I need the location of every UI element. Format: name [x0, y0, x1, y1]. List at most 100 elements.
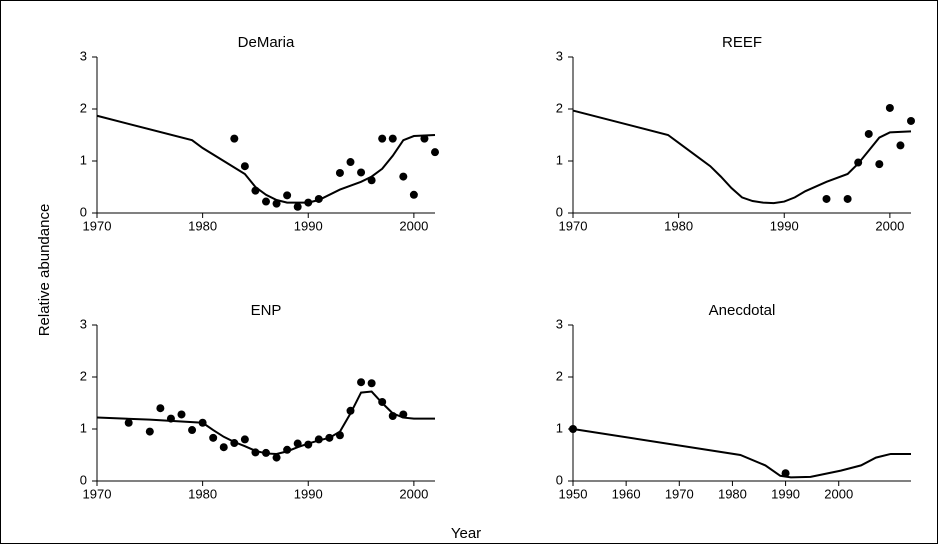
- x-tick-label: 1970: [665, 486, 694, 501]
- data-point: [304, 440, 313, 449]
- data-point: [875, 160, 884, 169]
- x-tick-label: 1970: [83, 218, 112, 233]
- x-tick-label: 1990: [294, 486, 323, 501]
- data-point: [230, 134, 239, 143]
- x-tick-label: 2000: [399, 218, 428, 233]
- x-tick-label: 1970: [83, 486, 112, 501]
- data-point: [283, 445, 292, 454]
- data-point: [357, 378, 366, 387]
- y-tick-label: 2: [80, 100, 87, 115]
- data-point: [293, 439, 302, 448]
- data-point: [251, 186, 260, 195]
- data-point: [399, 410, 408, 419]
- data-point: [325, 433, 334, 442]
- x-tick-label: 1990: [771, 486, 800, 501]
- panel-title: ENP: [251, 302, 282, 319]
- data-point: [388, 134, 397, 143]
- data-point: [209, 433, 218, 442]
- y-tick-label: 1: [80, 420, 87, 435]
- data-point: [124, 418, 133, 427]
- data-point: [335, 168, 344, 177]
- y-tick-label: 3: [556, 48, 563, 63]
- y-tick-label: 1: [556, 152, 563, 167]
- data-point: [283, 191, 292, 200]
- x-tick-label: 2000: [875, 218, 904, 233]
- data-point: [230, 439, 239, 448]
- data-point: [198, 418, 207, 427]
- x-tick-label: 1980: [718, 486, 747, 501]
- data-point: [262, 448, 270, 457]
- data-point: [145, 427, 154, 436]
- data-point: [156, 404, 165, 413]
- data-point: [781, 469, 790, 478]
- x-tick-label: 1980: [188, 218, 217, 233]
- data-point: [420, 134, 429, 143]
- panel-title: REEF: [722, 34, 762, 51]
- model-line: [572, 109, 912, 205]
- y-tick-label: 2: [80, 368, 87, 383]
- panel-title: Anecdotal: [709, 302, 776, 319]
- data-point: [896, 141, 905, 150]
- data-point: [885, 103, 894, 112]
- data-point: [346, 406, 355, 415]
- data-point: [854, 158, 863, 167]
- data-point: [272, 453, 281, 462]
- data-point: [409, 190, 418, 199]
- x-tick-label: 1980: [664, 218, 693, 233]
- data-point: [293, 202, 302, 211]
- y-tick-label: 0: [556, 204, 563, 219]
- data-point: [262, 197, 270, 206]
- data-point: [907, 116, 915, 125]
- data-point: [272, 199, 281, 208]
- x-tick-label: 1980: [188, 486, 217, 501]
- data-point: [822, 194, 831, 203]
- data-point: [843, 194, 852, 203]
- x-tick-label: 1950: [559, 486, 588, 501]
- data-point: [188, 426, 197, 435]
- data-point: [240, 162, 249, 171]
- data-point: [304, 198, 313, 207]
- data-point: [367, 379, 376, 388]
- y-tick-label: 3: [80, 48, 87, 63]
- x-tick-label: 1990: [770, 218, 799, 233]
- y-axis-label: Relative abundance: [36, 204, 53, 337]
- data-point: [357, 168, 366, 177]
- data-point: [177, 410, 186, 419]
- x-axis-label: Year: [451, 525, 481, 542]
- data-point: [314, 435, 323, 444]
- data-point: [378, 134, 387, 143]
- y-tick-label: 2: [556, 368, 563, 383]
- data-point: [388, 412, 397, 420]
- data-point: [399, 172, 408, 181]
- y-tick-label: 3: [556, 316, 563, 331]
- data-point: [367, 176, 376, 185]
- x-tick-label: 1970: [559, 218, 588, 233]
- x-tick-label: 2000: [399, 486, 428, 501]
- y-tick-label: 1: [556, 420, 563, 435]
- data-point: [251, 448, 260, 457]
- data-point: [240, 435, 249, 444]
- y-tick-label: 0: [556, 472, 563, 487]
- data-point: [346, 158, 355, 167]
- y-tick-label: 2: [556, 100, 563, 115]
- x-tick-label: 1960: [612, 486, 641, 501]
- data-point: [864, 129, 873, 138]
- y-tick-label: 0: [80, 204, 87, 219]
- data-point: [569, 425, 577, 433]
- data-point: [335, 431, 344, 440]
- y-tick-label: 3: [80, 316, 87, 331]
- x-tick-label: 2000: [824, 486, 853, 501]
- x-tick-label: 1990: [294, 218, 323, 233]
- data-point: [166, 414, 175, 423]
- data-point: [431, 148, 439, 157]
- data-point: [378, 397, 387, 406]
- y-tick-label: 1: [80, 152, 87, 167]
- data-point: [314, 194, 323, 203]
- panel-title: DeMaria: [238, 34, 295, 51]
- model-line: [572, 428, 911, 479]
- y-tick-label: 0: [80, 472, 87, 487]
- data-point: [219, 443, 228, 452]
